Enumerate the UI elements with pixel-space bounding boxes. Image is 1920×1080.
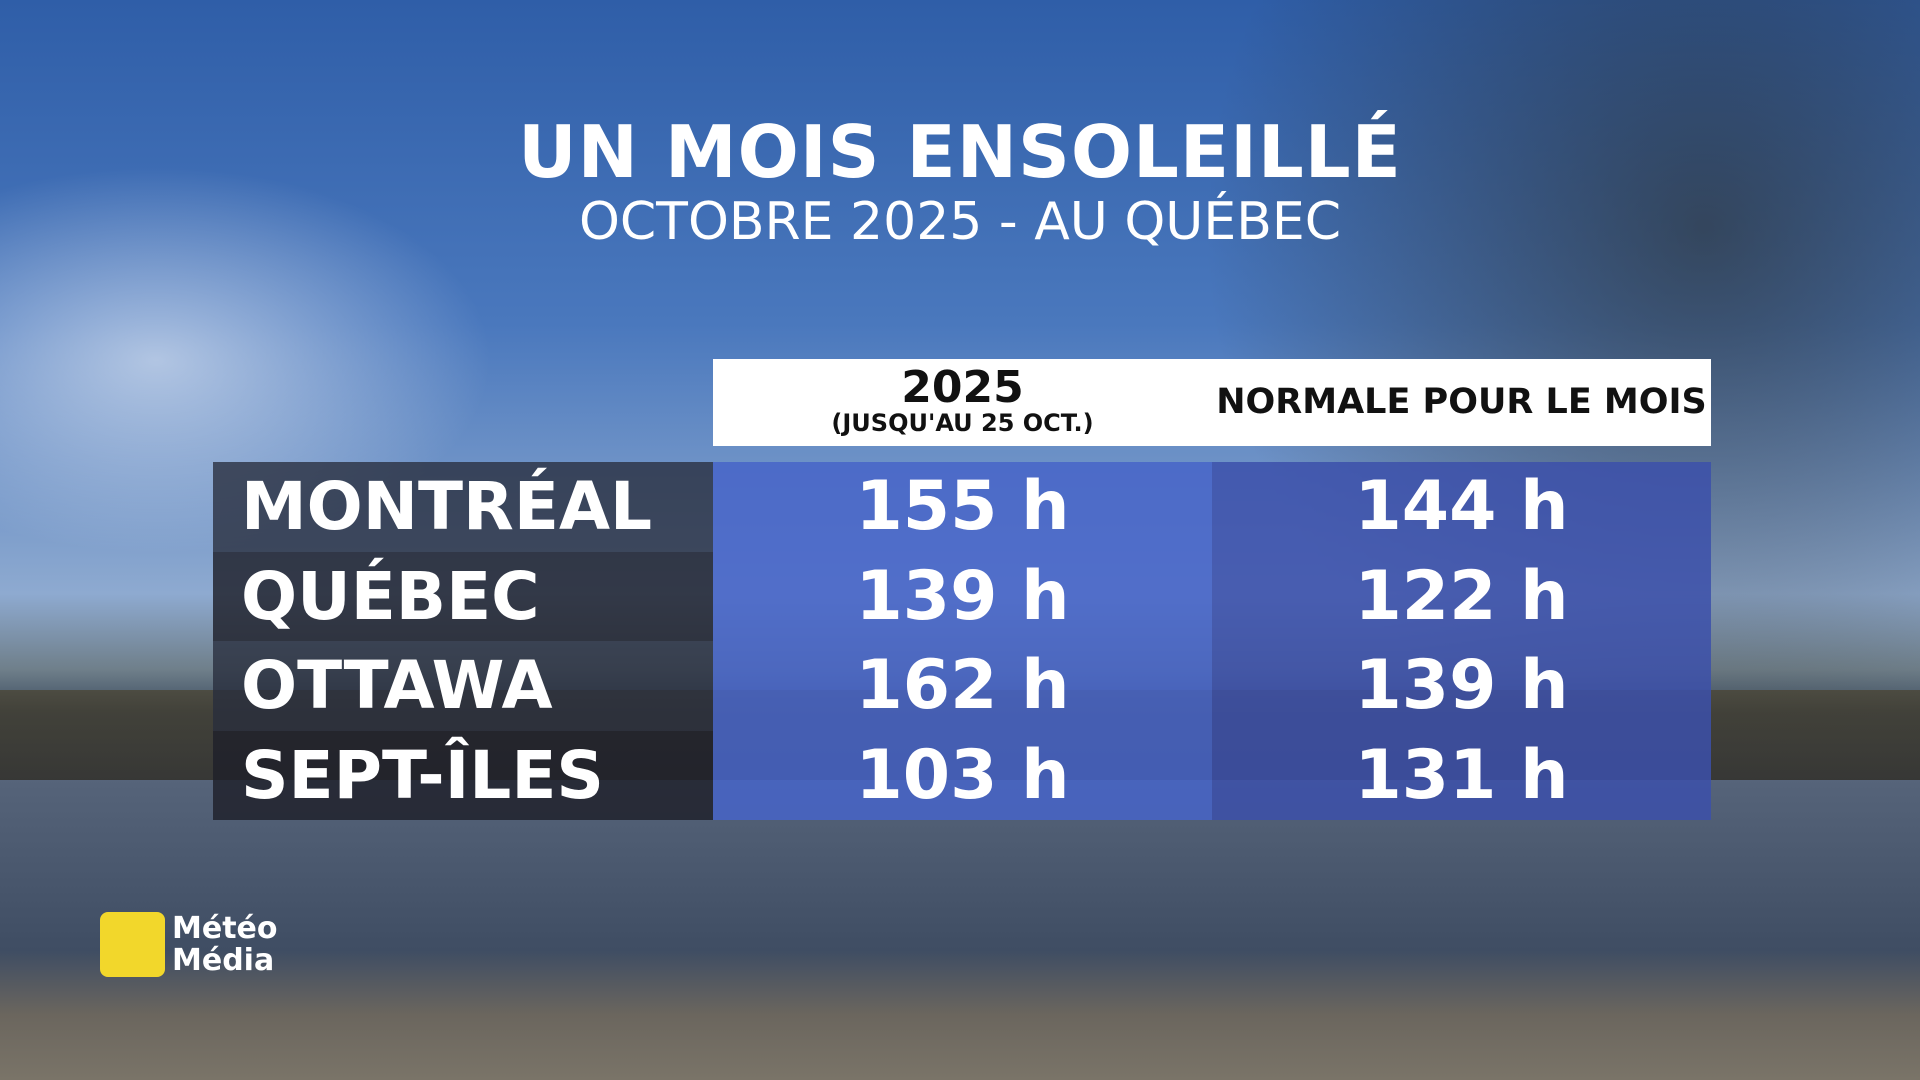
column-note: (JUSQU'AU 25 OCT.) [831, 409, 1094, 437]
subtitle: OCTOBRE 2025 - AU QUÉBEC [578, 192, 1342, 252]
city-name: MONTRÉAL [213, 462, 713, 552]
logo-line: Média [172, 942, 275, 978]
table-row: MONTRÉAL 155 h 144 h [213, 462, 1711, 552]
column-label: NORMALE POUR LE MOIS [1216, 382, 1707, 422]
city-name: SEPT-ÎLES [213, 730, 713, 820]
value-normal: 139 h [1212, 641, 1711, 731]
value-2025: 103 h [713, 730, 1212, 820]
column-header: 2025 (JUSQU'AU 25 OCT.) [713, 362, 1212, 437]
value-normal: 144 h [1212, 462, 1711, 552]
logo-line: Météo [172, 910, 278, 946]
logo-text: Météo Média [172, 910, 278, 978]
city-name: QUÉBEC [213, 551, 713, 641]
city-name: OTTAWA [213, 641, 713, 731]
value-normal: 122 h [1212, 551, 1711, 641]
value-2025: 139 h [713, 551, 1212, 641]
table-row: OTTAWA 162 h 139 h [213, 641, 1711, 731]
title: UN MOIS ENSOLEILLÉ [518, 110, 1402, 194]
table: MONTRÉAL 155 h 144 h QUÉBEC 139 h 122 h OTTAWA… [213, 462, 1711, 820]
column-label: 2025 [901, 362, 1024, 413]
value-2025: 155 h [713, 462, 1212, 552]
logo: Météo Média [100, 912, 278, 977]
logo-mark [100, 912, 165, 977]
table-header: 2025 (JUSQU'AU 25 OCT.) NORMALE POUR LE … [713, 359, 1711, 446]
table-row: SEPT-ÎLES 103 h 131 h [213, 730, 1711, 820]
value-normal: 131 h [1212, 730, 1711, 820]
value-2025: 162 h [713, 641, 1212, 731]
table-row: QUÉBEC 139 h 122 h [213, 551, 1711, 641]
